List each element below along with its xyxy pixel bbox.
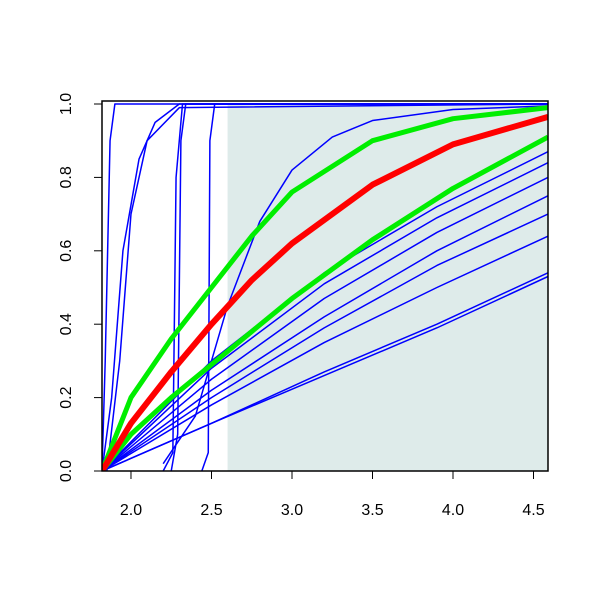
plot-lines <box>102 103 548 471</box>
x-tick-label: 2.0 <box>120 502 142 519</box>
line <box>102 275 548 471</box>
line <box>102 162 548 471</box>
x-tick-label: 4.5 <box>522 502 544 519</box>
y-tick-label: 0.4 <box>58 313 75 335</box>
line <box>162 105 548 465</box>
x-tick-label: 3.0 <box>281 502 303 519</box>
line <box>102 134 548 471</box>
line <box>102 176 548 471</box>
line <box>102 113 548 471</box>
line <box>102 103 548 471</box>
line <box>106 103 548 471</box>
x-tick-label: 4.0 <box>442 502 464 519</box>
line <box>102 105 548 471</box>
line <box>201 103 548 471</box>
line <box>102 235 548 471</box>
y-tick-label: 0.0 <box>58 460 75 482</box>
line <box>102 213 548 471</box>
y-tick-label: 0.2 <box>58 386 75 408</box>
y-tick-label: 1.0 <box>58 93 75 115</box>
y-tick-label: 0.6 <box>58 240 75 262</box>
x-tick-label: 3.5 <box>361 502 383 519</box>
line <box>102 195 548 471</box>
shaded-region <box>227 104 549 471</box>
x-tick-label: 2.5 <box>200 502 222 519</box>
y-tick-label: 0.8 <box>58 166 75 188</box>
plot-frame <box>101 100 549 472</box>
